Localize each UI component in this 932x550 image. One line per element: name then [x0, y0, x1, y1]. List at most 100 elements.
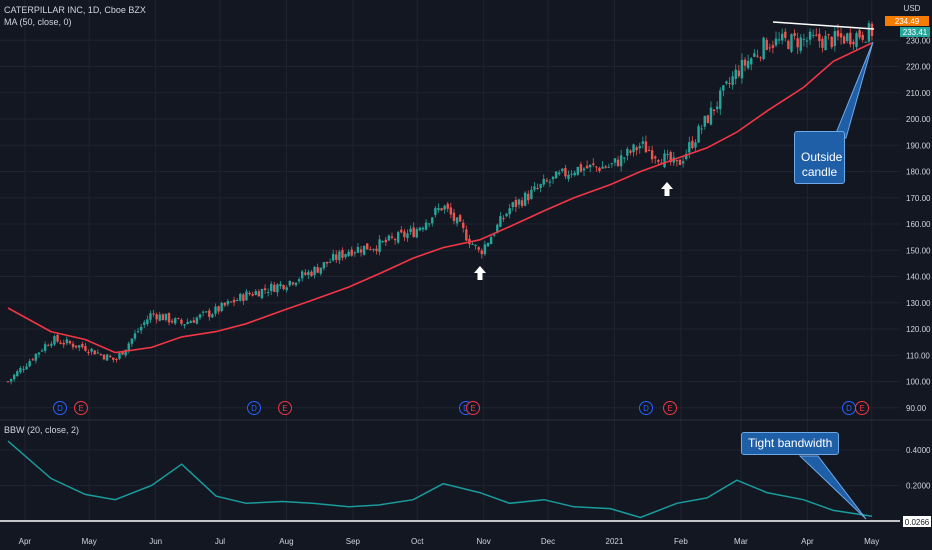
- candle-body: [802, 38, 806, 40]
- bbw-axis[interactable]: 0.4000 0.2000: [906, 446, 931, 491]
- tight-bandwidth-text: Tight bandwidth: [748, 436, 833, 450]
- candle-body: [650, 150, 654, 160]
- candle-body: [81, 343, 84, 348]
- candle-body: [703, 116, 706, 127]
- candle-body: [768, 47, 772, 49]
- candle-body: [356, 247, 360, 253]
- candle-body: [375, 248, 378, 252]
- candle-body: [598, 167, 601, 171]
- candle-body: [452, 212, 456, 221]
- event-label: D: [251, 404, 257, 413]
- candle-body: [675, 160, 679, 162]
- candle-body: [864, 41, 868, 43]
- candle-body: [852, 41, 855, 45]
- earnings-marker[interactable]: E: [855, 401, 869, 415]
- earnings-marker[interactable]: E: [466, 401, 480, 415]
- candle-body: [784, 31, 787, 38]
- dividend-marker[interactable]: D: [247, 401, 261, 415]
- price-tick-label: 220.00: [906, 63, 931, 72]
- candle-body: [102, 354, 106, 360]
- grid-lines: [0, 0, 900, 520]
- candle-body: [836, 30, 840, 37]
- candle-body: [338, 251, 341, 261]
- last-price-tag: [900, 27, 930, 37]
- candle-body: [582, 168, 586, 171]
- candle-body: [366, 243, 369, 250]
- candle-body: [511, 202, 514, 208]
- candle-body: [740, 59, 744, 79]
- candle-body: [623, 157, 626, 159]
- candle-body: [719, 90, 722, 110]
- candle-body: [279, 283, 282, 286]
- candle-body: [251, 294, 254, 296]
- candle-body: [16, 371, 19, 377]
- candle-body: [25, 366, 28, 370]
- candle-body: [239, 293, 242, 301]
- candle-body: [223, 302, 226, 306]
- candle-body: [678, 159, 682, 166]
- candle-body: [756, 55, 759, 57]
- price-axis[interactable]: 90.00 100.00 110.00 120.00 130.00 140.00 150.0…: [906, 36, 931, 413]
- candle-body: [818, 33, 821, 42]
- candle-body: [595, 166, 598, 168]
- candle-body: [496, 224, 499, 233]
- candle-body: [846, 33, 849, 42]
- price-tick-label: 130.00: [906, 299, 931, 308]
- earnings-marker[interactable]: E: [663, 401, 677, 415]
- bbw-legend[interactable]: BBW (20, close, 2): [4, 425, 80, 435]
- candle-body: [805, 40, 809, 42]
- candle-body: [839, 33, 843, 38]
- candle-body: [319, 267, 322, 274]
- earnings-marker[interactable]: E: [278, 401, 292, 415]
- candle-body: [455, 217, 459, 224]
- candle-body: [573, 172, 576, 176]
- candle-body: [347, 251, 350, 256]
- price-tick-label: 230.00: [906, 36, 931, 45]
- candle-body: [811, 34, 815, 36]
- dividend-marker[interactable]: D: [53, 401, 67, 415]
- event-circle: [53, 401, 67, 415]
- candle-body: [248, 292, 251, 295]
- candle-body: [688, 142, 691, 153]
- candle-body: [245, 291, 248, 301]
- candle-body: [217, 306, 220, 312]
- candle-body: [115, 359, 118, 361]
- candle-body: [514, 199, 518, 207]
- candle-body: [133, 333, 137, 339]
- candle-body: [59, 342, 62, 344]
- candle-body: [443, 205, 446, 210]
- candle-body: [465, 229, 468, 241]
- symbol-title[interactable]: CATERPILLAR INC, 1D, Cboe BZX: [4, 5, 146, 15]
- dividend-marker[interactable]: D: [639, 401, 653, 415]
- resistance-trend-line: [772, 21, 875, 30]
- candle-body: [263, 288, 267, 291]
- dividend-marker[interactable]: D: [842, 401, 856, 415]
- candle-body: [517, 199, 521, 205]
- ma-legend[interactable]: MA (50, close, 0): [4, 17, 72, 27]
- outside-candle-callout: Outside candle: [794, 131, 845, 184]
- candle-body: [155, 314, 158, 320]
- candle-body: [644, 141, 648, 153]
- candle-body: [6, 381, 10, 383]
- tight-bandwidth-callout: Tight bandwidth: [741, 432, 840, 455]
- time-tick-label: Mar: [734, 537, 748, 546]
- candle-body: [316, 267, 319, 273]
- candle-body: [310, 271, 313, 277]
- candle-body: [418, 227, 422, 231]
- candle-body: [344, 253, 347, 258]
- candle-body: [551, 176, 555, 180]
- candle-body: [226, 301, 230, 305]
- event-label: E: [78, 404, 83, 413]
- candle-body: [629, 150, 632, 153]
- candle-body: [827, 34, 830, 36]
- time-axis[interactable]: Apr May Jun Jul Aug Sep Oct Nov Dec 2021 Feb Mar Apr…: [19, 537, 880, 546]
- candle-body: [564, 167, 567, 177]
- candle-body: [143, 322, 146, 325]
- candle-body: [508, 208, 511, 215]
- candlestick-series: [6, 20, 874, 385]
- candle-body: [777, 39, 781, 41]
- candle-body: [799, 37, 802, 51]
- earnings-marker[interactable]: E: [74, 401, 88, 415]
- candle-body: [533, 186, 536, 190]
